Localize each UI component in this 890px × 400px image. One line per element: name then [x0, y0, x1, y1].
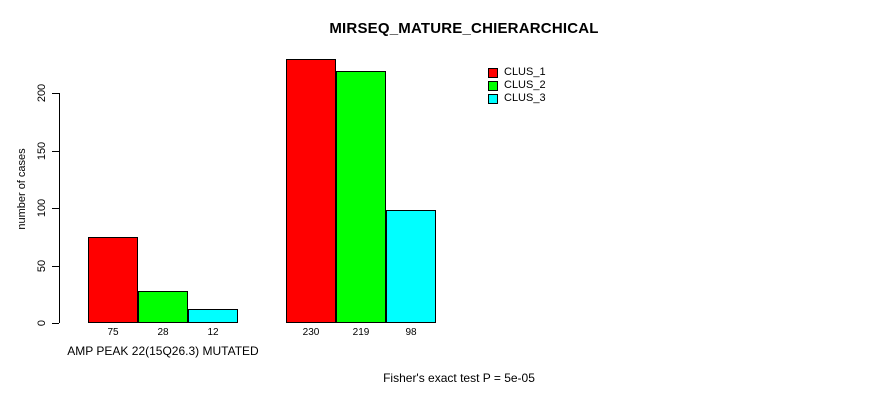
y-axis-tick	[52, 323, 59, 324]
bar-clus_1	[286, 58, 336, 323]
bar-value-label: 75	[107, 327, 119, 338]
bar-value-label: 230	[302, 327, 320, 338]
legend-item: CLUS_2	[488, 79, 546, 92]
legend-swatch	[488, 67, 498, 78]
bar-clus_1	[88, 236, 138, 323]
bar-clus_3	[386, 210, 436, 323]
y-axis-tick-label: 0	[36, 319, 48, 327]
legend-label: CLUS_1	[504, 66, 546, 78]
legend: CLUS_1 CLUS_2 CLUS_3	[488, 66, 546, 105]
y-axis-tick-label: 50	[36, 259, 48, 272]
chart-title: MIRSEQ_MATURE_CHIERARCHICAL	[329, 20, 599, 37]
legend-label: CLUS_2	[504, 79, 546, 91]
legend-swatch	[488, 93, 498, 104]
bar-clus_2	[336, 71, 386, 323]
y-axis-tick	[52, 150, 59, 152]
legend-item: CLUS_1	[488, 66, 546, 79]
bar-clus_3	[188, 309, 238, 323]
bar-clus_2	[138, 290, 188, 323]
legend-label: CLUS_3	[504, 92, 546, 104]
bar-value-label: 12	[207, 327, 219, 338]
footer-note: Fisher's exact test P = 5e-05	[383, 371, 535, 385]
y-axis-tick-label: 150	[36, 141, 48, 160]
legend-swatch	[488, 80, 498, 91]
bar-value-label: 28	[157, 327, 169, 338]
y-axis-line	[59, 93, 60, 323]
y-axis-label: number of cases	[16, 148, 28, 230]
y-axis-tick	[52, 265, 59, 267]
y-axis-tick	[52, 208, 59, 209]
bar-value-label: 219	[352, 327, 370, 338]
x-axis-group-label: AMP PEAK 22(15Q26.3) MUTATED	[67, 344, 259, 358]
bar-value-label: 98	[405, 327, 417, 338]
y-axis-tick	[52, 93, 59, 94]
y-axis-tick-label: 200	[36, 83, 48, 103]
y-axis-tick-label: 100	[36, 198, 48, 218]
legend-item: CLUS_3	[488, 92, 546, 105]
